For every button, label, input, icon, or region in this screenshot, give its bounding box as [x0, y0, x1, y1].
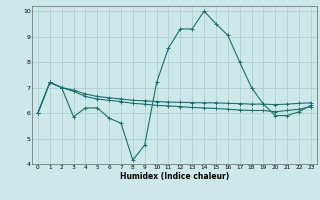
X-axis label: Humidex (Indice chaleur): Humidex (Indice chaleur) [120, 172, 229, 181]
